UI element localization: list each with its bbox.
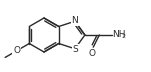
Text: NH: NH xyxy=(113,30,126,39)
Text: O: O xyxy=(13,46,20,55)
Text: N: N xyxy=(72,16,78,25)
Text: O: O xyxy=(89,49,96,58)
Text: S: S xyxy=(72,45,78,54)
Text: 2: 2 xyxy=(122,34,126,39)
